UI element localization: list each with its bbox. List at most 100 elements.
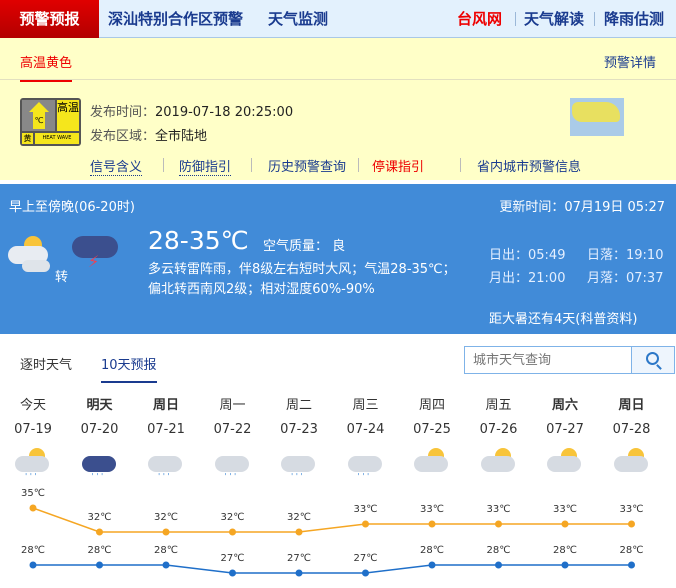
forecast-day: 周二 [285, 398, 312, 413]
high-temp-label: 32℃ [287, 512, 311, 523]
weather-desc-2: 偏北转西南风2级；相对湿度60%-90% [148, 282, 375, 297]
nav-rain[interactable]: 降雨估测 [604, 10, 665, 28]
low-temp-point [561, 561, 569, 569]
tab-heat-yellow[interactable]: 高温黄色 [20, 52, 73, 82]
partly-cloudy-icon [545, 446, 585, 480]
nav-shenshan[interactable]: 深汕特别合作区预警 [108, 10, 244, 28]
divider [163, 158, 164, 172]
heat-warning-icon: ℃ 高温 黄 HEAT WAVE [20, 98, 81, 146]
forecast-date: 07-25 [413, 422, 451, 437]
partly-cloudy-icon [479, 446, 519, 480]
forecast-day: 周一 [219, 398, 246, 413]
tab-10day[interactable]: 10天预报 [101, 354, 157, 383]
tab-hourly[interactable]: 逐时天气 [20, 358, 73, 373]
turn-label: 转 [55, 270, 69, 285]
high-temp-label: 33℃ [486, 504, 511, 515]
forecast-day: 明天 [86, 398, 113, 413]
high-temp-point [362, 520, 369, 528]
search-button[interactable] [631, 347, 674, 373]
ten-day-forecast: 今天 07-19 ' ' ' 明天 07-20 ' ' ' 周日 07-21 ' ' ' 周一 07… [0, 380, 676, 588]
publish-area: 发布区域：全市陆地 [90, 129, 208, 144]
high-temp-point [628, 520, 635, 528]
low-temp-point [96, 561, 103, 569]
high-temp-label: 33℃ [420, 504, 444, 515]
forecast-day: 周四 [418, 398, 445, 413]
low-temp-point [29, 561, 37, 569]
high-temp-point [561, 520, 569, 528]
weather-desc-1: 多云转雷阵雨，伴8级左右短时大风；气温28-35℃； [148, 262, 456, 277]
moonrise: 月出：21:00 [489, 271, 566, 286]
nav-typhoon[interactable]: 台风网 [457, 10, 503, 28]
divider [251, 158, 252, 172]
forecast-date: 07-23 [280, 422, 318, 437]
warning-detail-link[interactable]: 预警详情 [603, 56, 656, 71]
warning-panel: 高温黄色 预警详情 ℃ 高温 黄 HEAT WAVE 发布时间：2019-07-… [0, 38, 676, 180]
nav-interpret[interactable]: 天气解读 [524, 10, 585, 28]
divider [460, 158, 461, 172]
forecast-date: 07-27 [546, 422, 584, 437]
forecast-day: 周三 [352, 398, 379, 413]
update-time: 更新时间：07月19日 05:27 [499, 200, 665, 215]
low-temp-label: 28℃ [619, 545, 644, 556]
search-icon [646, 352, 659, 365]
forecast-date: 07-28 [612, 422, 651, 437]
publish-time: 发布时间：2019-07-18 20:25:00 [90, 105, 294, 120]
high-temp-label: 32℃ [154, 512, 178, 523]
temperature-range: 28-35℃ [148, 226, 249, 255]
forecast-date: 07-24 [346, 422, 385, 437]
nav-brand[interactable]: 预警预报 [0, 0, 99, 38]
link-signal-meaning[interactable]: 信号含义 [90, 156, 143, 176]
forecast-date: 07-20 [80, 422, 119, 437]
high-temp-point [162, 528, 170, 536]
high-temp-point [428, 520, 436, 528]
low-temp-point [628, 561, 635, 569]
divider [358, 158, 359, 172]
low-temp-point [362, 569, 369, 577]
sunrise: 日出：05:49 [489, 248, 566, 263]
cloudy-rain-icon: ' ' ' [146, 446, 186, 481]
period: 早上至傍晚(06-20时) [9, 200, 135, 215]
warning-map-thumbnail[interactable] [570, 98, 624, 136]
forecast-date: 07-22 [213, 422, 252, 437]
forecast-date: 07-26 [479, 422, 518, 437]
low-temp-label: 28℃ [154, 545, 178, 556]
high-temp-point [29, 504, 37, 512]
partly-cloudy-icon [412, 446, 452, 480]
forecast-day: 周五 [485, 398, 512, 413]
low-temp-label: 28℃ [553, 545, 577, 556]
city-search-input[interactable] [465, 347, 631, 373]
low-temp-point [229, 569, 236, 577]
low-temp-label: 27℃ [287, 553, 311, 564]
cloudy-rain-icon: ' ' ' [346, 446, 386, 481]
high-temp-label: 32℃ [87, 512, 112, 523]
low-temp-line [33, 564, 632, 574]
link-defense-guide[interactable]: 防御指引 [179, 156, 232, 176]
low-temp-point [162, 561, 170, 569]
link-history[interactable]: 历史预警查询 [268, 160, 347, 175]
partly-cloudy-icon [6, 234, 56, 274]
low-temp-label: 28℃ [420, 545, 444, 556]
low-temp-label: 28℃ [87, 545, 112, 556]
low-temp-point [295, 569, 303, 577]
high-temp-label: 35℃ [21, 488, 45, 499]
low-temp-point [428, 561, 436, 569]
low-temp-label: 28℃ [486, 545, 511, 556]
heavy-rain-icon: ' ' ' [80, 446, 120, 481]
nav-monitor[interactable]: 天气监测 [268, 10, 329, 28]
today-weather-panel: 早上至傍晚(06-20时) 更新时间：07月19日 05:27 转 ⚡ 28-3… [0, 184, 676, 334]
thunderstorm-icon: ⚡ [70, 232, 120, 276]
divider [0, 79, 676, 80]
solar-term-link[interactable]: 距大暑还有4天(科普资料) [489, 312, 638, 327]
partly-cloudy-icon [612, 446, 652, 480]
temperature-chart [29, 504, 635, 577]
high-temp-point [495, 520, 502, 528]
low-temp-label: 27℃ [220, 553, 245, 564]
air-quality: 空气质量： 良 [263, 239, 346, 254]
forecast-day: 周日 [618, 398, 645, 413]
moonset: 月落：07:37 [587, 271, 664, 286]
link-province-warnings[interactable]: 省内城市预警信息 [477, 160, 582, 175]
high-temp-label: 33℃ [553, 504, 577, 515]
high-temp-point [96, 528, 103, 536]
forecast-day: 今天 [19, 398, 46, 413]
link-class-suspension[interactable]: 停课指引 [372, 160, 425, 175]
